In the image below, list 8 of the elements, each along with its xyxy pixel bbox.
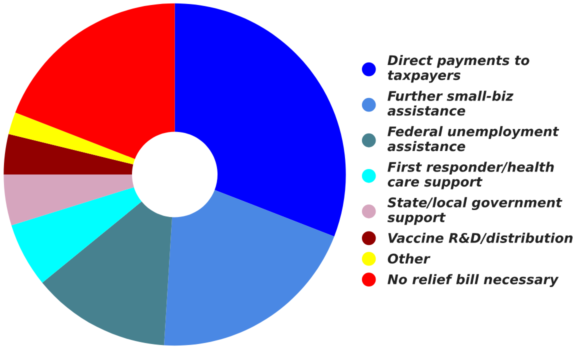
legend-label: No relief bill necessary: [388, 274, 559, 287]
legend-label: First responder/health care support: [388, 162, 554, 190]
legend-label: Federal unemployment assistance: [388, 126, 560, 152]
legend-label: Direct payments to taxpayers: [388, 55, 530, 83]
legend-label: State/local government support: [387, 197, 562, 225]
legend-label: Vaccine R&D/distribution: [388, 232, 572, 244]
legend-label: Other: [388, 253, 430, 264]
legend-label: Further small-biz assistance: [388, 90, 514, 116]
